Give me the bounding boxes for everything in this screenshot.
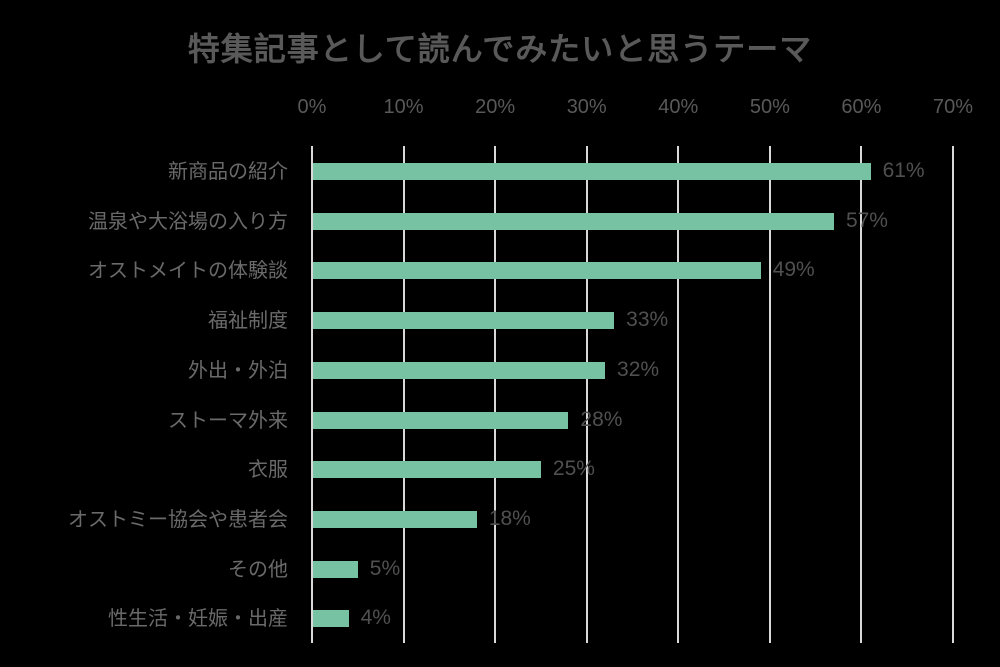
category-label: その他 — [228, 556, 288, 581]
data-label: 25% — [552, 457, 595, 481]
category-label: 外出・外泊 — [188, 357, 288, 382]
category-label: オストミー協会や患者会 — [68, 506, 288, 531]
bar — [313, 411, 569, 429]
category-label: 新商品の紹介 — [168, 159, 288, 183]
data-label: 57% — [845, 208, 888, 232]
data-label: 49% — [772, 258, 815, 282]
bar — [313, 461, 541, 479]
gridline — [585, 146, 588, 643]
data-label: 28% — [580, 407, 623, 431]
bar — [313, 262, 761, 280]
bar — [313, 312, 615, 330]
bar — [313, 510, 477, 528]
data-label: 33% — [626, 308, 669, 332]
category-label: ストーマ外来 — [168, 407, 288, 432]
x-tick-label: 20% — [475, 96, 516, 118]
category-label: 温泉や大浴場の入り方 — [88, 208, 288, 233]
gridline — [860, 146, 863, 643]
category-label: 衣服 — [248, 457, 288, 482]
gridline — [768, 146, 771, 643]
bar — [313, 560, 358, 578]
x-tick-label: 40% — [658, 96, 699, 118]
bar — [313, 361, 606, 379]
x-tick-label: 30% — [566, 96, 607, 118]
bar — [313, 610, 349, 628]
x-tick-label: 60% — [841, 96, 882, 118]
gridline — [952, 146, 954, 643]
data-label: 18% — [488, 506, 531, 530]
gridline — [402, 146, 405, 643]
bar — [313, 163, 871, 180]
category-label: 福祉制度 — [208, 308, 288, 333]
data-label: 4% — [360, 606, 391, 630]
gridline — [677, 146, 680, 643]
category-label: オストメイトの体験談 — [88, 258, 288, 283]
category-label: 性生活・妊娠・出産 — [108, 606, 288, 631]
y-axis-line — [311, 146, 313, 643]
x-tick-label: 0% — [297, 96, 327, 118]
bar — [313, 212, 834, 230]
x-tick-label: 50% — [749, 96, 790, 118]
x-tick-label: 70% — [932, 96, 974, 118]
data-label: 32% — [617, 357, 660, 381]
gridline — [494, 146, 497, 643]
data-label: 5% — [369, 556, 401, 580]
data-label: 61% — [882, 159, 925, 182]
chart-title: 特集記事として読んでみたいと思うテーマ — [187, 30, 813, 68]
x-tick-label: 10% — [383, 96, 424, 118]
